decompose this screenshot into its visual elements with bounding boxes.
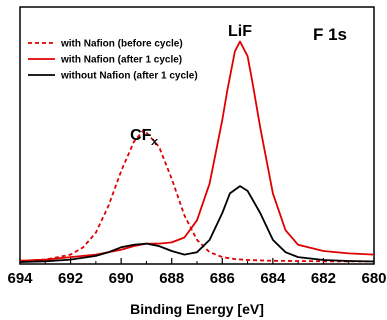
legend-label: with Nafion (before cycle) [60,39,183,50]
legend-label: with Nafion (after 1 cycle) [60,55,182,66]
series-line-3 [19,185,375,263]
x-tick-label: 686 [210,270,235,287]
series-line-1 [19,128,374,263]
x-axis-label: Binding Energy [eV] [130,301,264,317]
peak-label: LiF [228,23,252,40]
peak-label: CFx [130,127,158,148]
legend: with Nafion (before cycle) with Nafion (a… [28,39,198,82]
x-tick-label: 682 [311,270,336,287]
x-tick-label: 680 [361,270,386,287]
x-tick-label: 684 [260,270,286,287]
x-tick-label: 688 [159,270,184,287]
legend-label: without Nafion (after 1 cycle) [60,71,198,82]
x-tick-label: 694 [7,270,33,287]
x-tick-label: 690 [109,270,134,287]
series-line-2 [19,40,375,262]
x-tick-label: 692 [58,270,83,287]
chart-title: F 1s [313,25,347,44]
